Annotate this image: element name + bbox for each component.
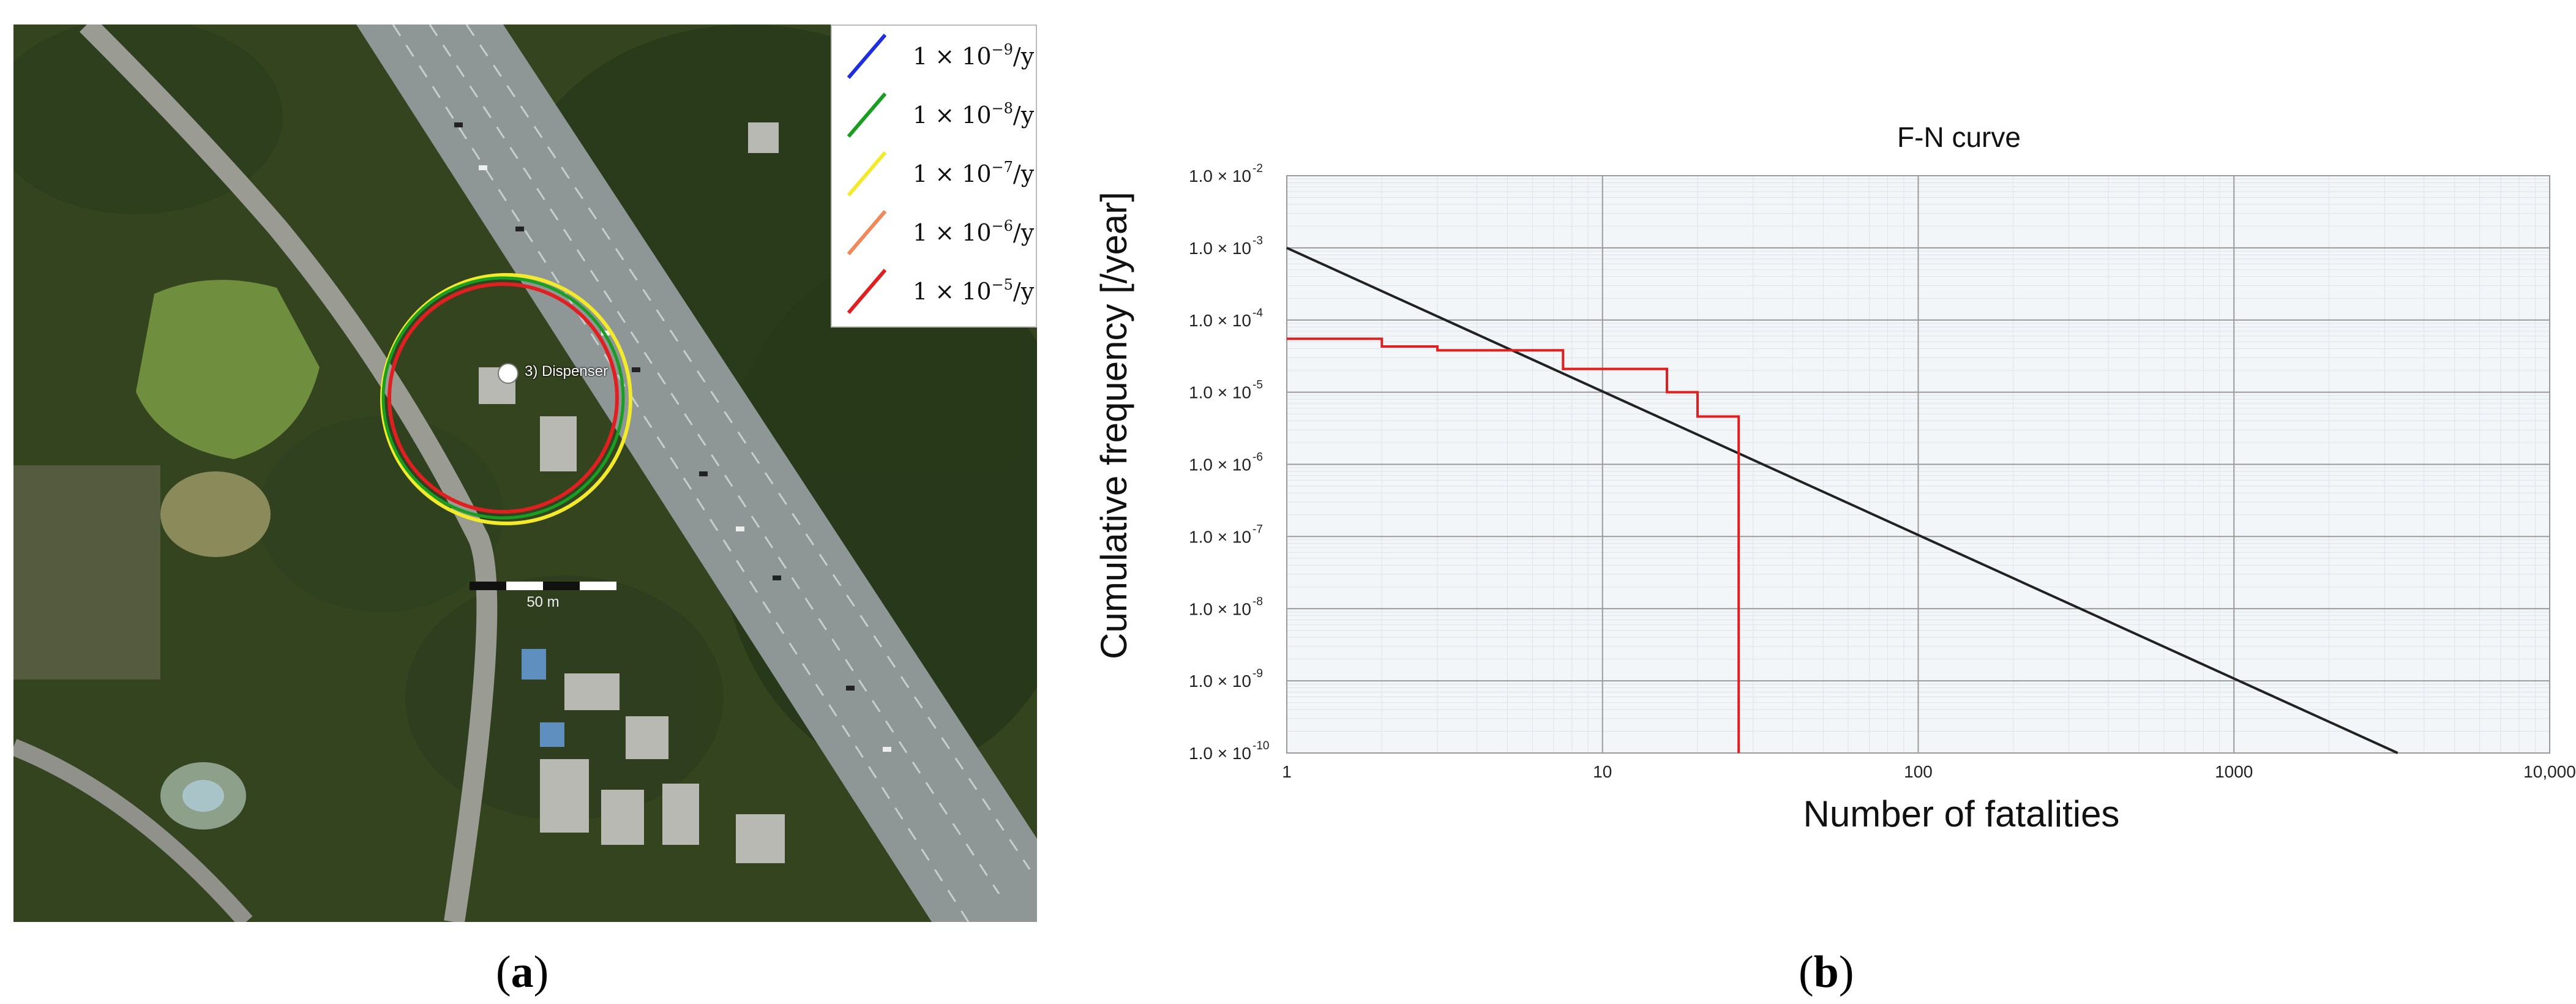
y-tick-exponent: -9 <box>1252 667 1263 680</box>
legend-item: 1 × 10−6/y <box>832 203 1036 262</box>
chart-title: F-N curve <box>1897 121 2021 153</box>
y-tick-exponent: -2 <box>1252 162 1263 175</box>
y-axis-label: Cumulative frequency [/year] <box>1093 192 1134 659</box>
legend-label: 1 × 10−6/y <box>913 217 1035 246</box>
y-tick-exponent: -7 <box>1252 523 1263 536</box>
x-axis-label: Number of fatalities <box>1803 793 2120 834</box>
y-tick-exponent: -5 <box>1252 379 1263 392</box>
legend-swatch <box>847 151 887 197</box>
y-tick-label: 1.0 × 10 <box>1189 383 1251 402</box>
fn-step-line <box>1287 337 1740 753</box>
y-tick-exponent: -10 <box>1252 740 1269 752</box>
site-label: 3) Dispenser <box>525 363 608 380</box>
contour-legend: 1 × 10−9/y 1 × 10−8/y 1 × 10−7/y 1 × 10−… <box>831 24 1037 328</box>
y-tick-exponent: -6 <box>1252 451 1263 464</box>
legend-item: 1 × 10−7/y <box>832 144 1036 203</box>
y-tick-label: 1.0 × 10 <box>1189 527 1251 546</box>
y-tick-exponent: -8 <box>1252 595 1263 608</box>
fn-chart: F-N curve 1 10 100 1000 10,000 1.0 × 10 -2 1.0 … <box>1077 98 2576 875</box>
y-tick-exponent: -3 <box>1252 234 1263 247</box>
y-tick-label: 1.0 × 10 <box>1189 672 1251 691</box>
y-tick-label: 1.0 × 10 <box>1189 744 1251 763</box>
y-tick-label: 1.0 × 10 <box>1189 239 1251 258</box>
legend-item: 1 × 10−8/y <box>832 86 1036 144</box>
legend-item: 1 × 10−9/y <box>832 27 1036 86</box>
y-tick-label: 1.0 × 10 <box>1189 455 1251 474</box>
legend-swatch <box>847 269 887 314</box>
legend-swatch <box>847 210 887 255</box>
grid <box>1286 175 2550 754</box>
criterion-line <box>1286 247 2398 754</box>
legend-label: 1 × 10−7/y <box>913 159 1035 187</box>
series-group <box>1286 247 2398 754</box>
legend-label: 1 × 10−9/y <box>913 41 1035 70</box>
caption-b: (b) <box>1799 947 1854 997</box>
legend-swatch <box>847 92 887 138</box>
legend-swatch <box>847 34 887 79</box>
x-tick-label: 100 <box>1904 762 1933 781</box>
x-tick-label: 1000 <box>2215 762 2253 781</box>
x-tick-label: 10 <box>1593 762 1612 781</box>
y-tick-label: 1.0 × 10 <box>1189 311 1251 330</box>
legend-label: 1 × 10−5/y <box>913 276 1035 305</box>
x-tick-label: 10,000 <box>2523 762 2576 781</box>
legend-label: 1 × 10−8/y <box>913 100 1035 129</box>
y-tick-label: 1.0 × 10 <box>1189 599 1251 618</box>
satellite-map: 3) Dispenser 50 m 1 × 10−9/y 1 × 10−8/y … <box>13 24 1037 922</box>
x-tick-label: 1 <box>1282 762 1292 781</box>
caption-a: (a) <box>496 947 549 997</box>
y-tick-exponent: -4 <box>1252 307 1263 320</box>
scale-label: 50 m <box>526 594 560 610</box>
legend-item: 1 × 10−5/y <box>832 262 1036 321</box>
y-tick-label: 1.0 × 10 <box>1189 167 1251 185</box>
